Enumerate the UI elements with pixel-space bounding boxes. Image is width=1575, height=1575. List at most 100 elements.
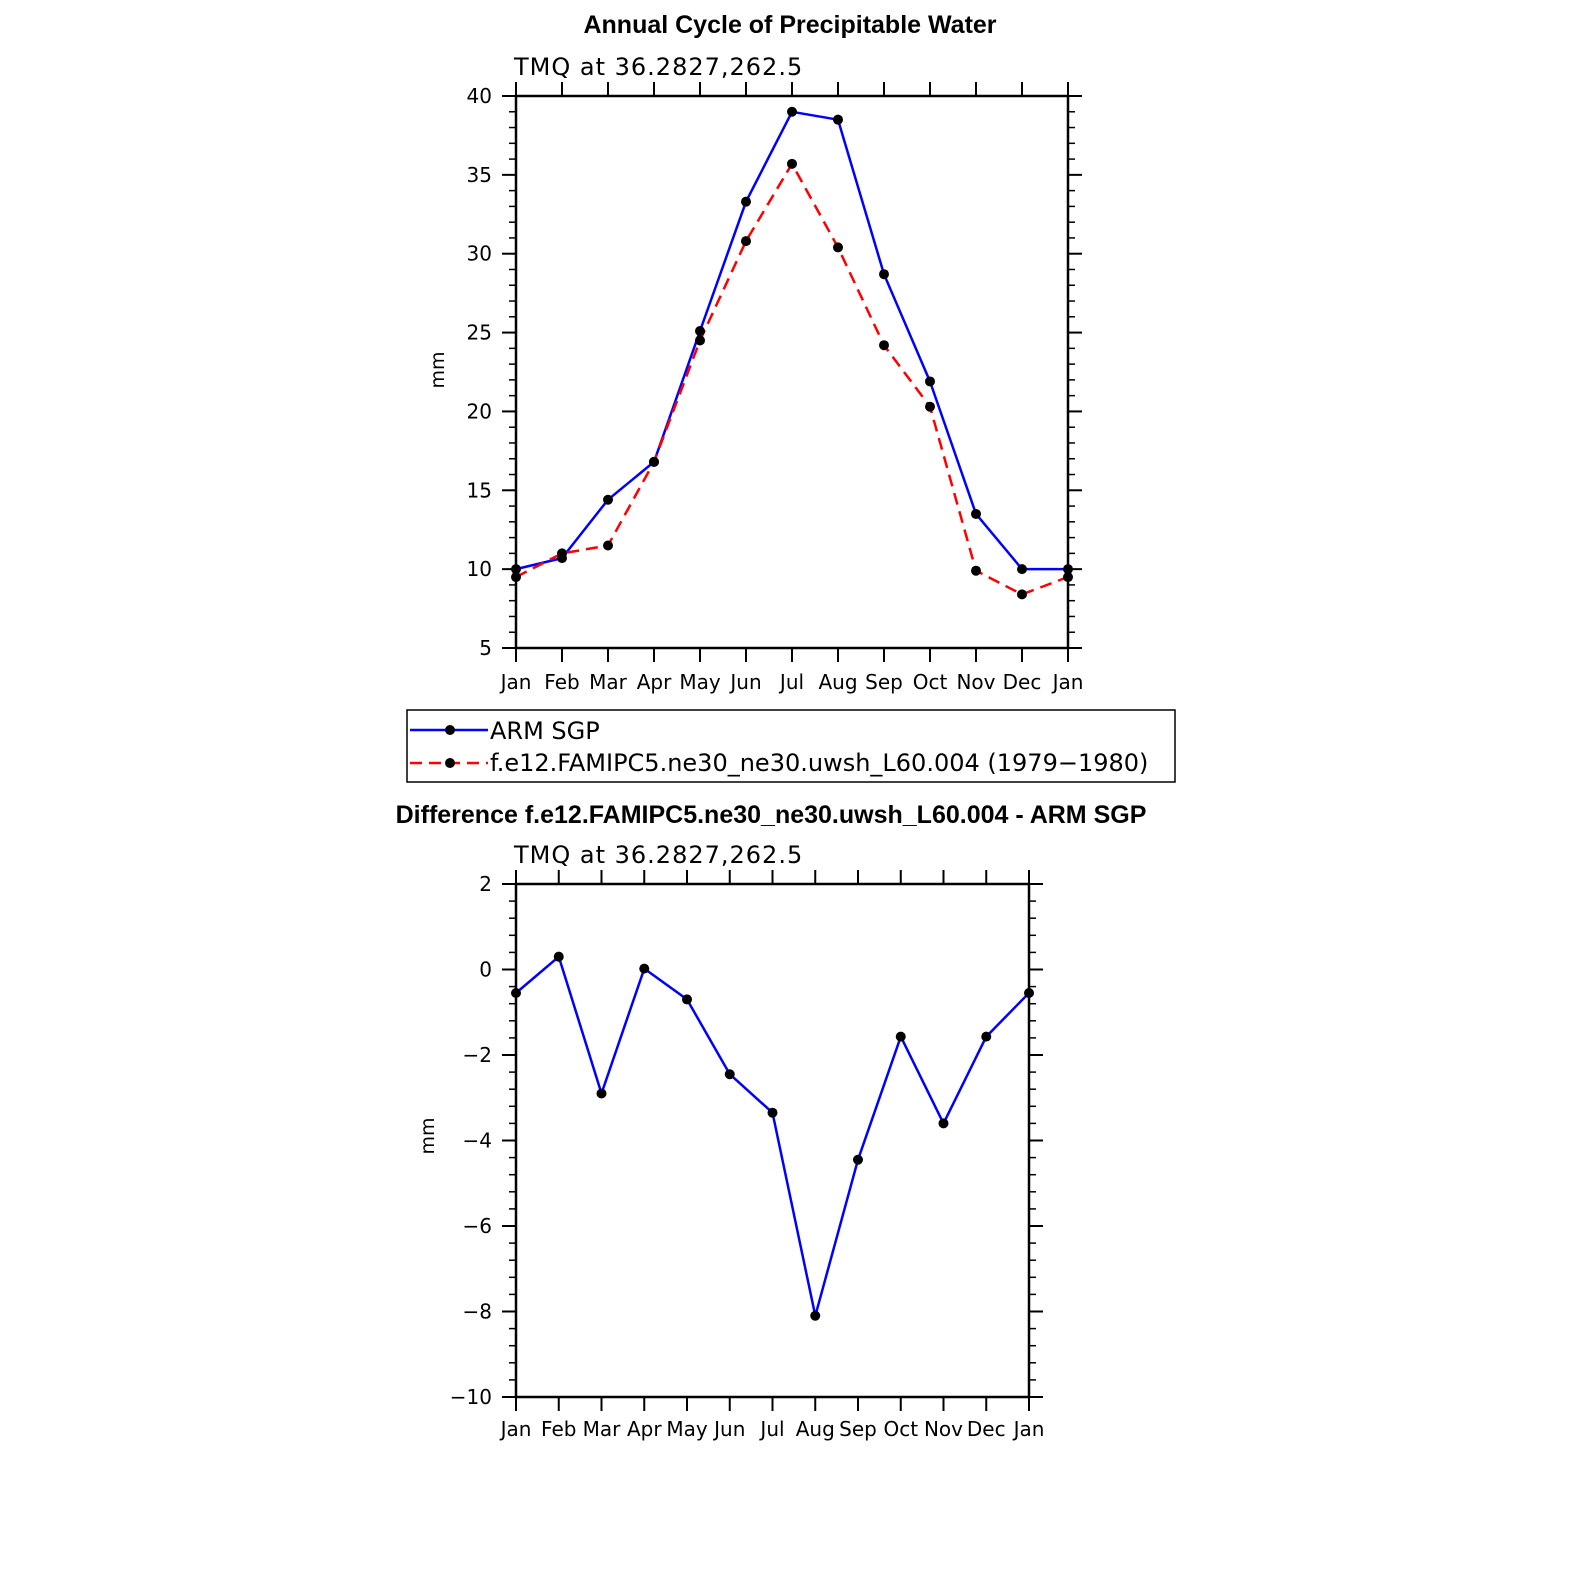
chart-subtitle: TMQ at 36.2827,262.5 [513,841,803,869]
y-tick-label: 30 [467,242,492,266]
data-point [724,1069,735,1080]
x-tick-label: Sep [839,1417,877,1441]
chart-title: Difference f.e12.FAMIPC5.ne30_ne30.uwsh_… [396,801,1147,829]
data-point [981,1031,992,1042]
x-tick-label: Dec [1003,670,1042,694]
y-tick-label: 40 [467,84,492,108]
y-tick-label: −8 [463,1300,492,1324]
series-line-f-e12-famipc5-ne30-n [515,162,1069,596]
chart-title: Annual Cycle of Precipitable Water [583,11,996,39]
plot-frame [514,94,1070,650]
data-point [1063,564,1073,575]
x-tick-label: Dec [967,1417,1006,1441]
data-point [695,325,705,336]
data-point [511,988,521,999]
legend: ARM SGP f.e12.FAMIPC5.ne30_ne30.uwsh_L60… [406,709,1176,783]
x-tick-label: May [679,670,721,694]
x-tick-label: Sep [865,670,903,694]
y-tick-label: 0 [479,958,492,982]
x-tick-label: Oct [913,670,948,694]
x-tick-label: Aug [796,1417,835,1441]
data-point [557,548,567,559]
x-tick-label: Nov [924,1417,963,1441]
data-point [741,196,751,207]
data-point [603,494,613,505]
data-point [741,236,751,247]
plot-area: −10 −8 −6 −4 −2 0 2 Jan Feb Mar Apr May Jun Jul Aug Sep… [450,870,1045,1441]
data-point [833,242,843,253]
data-point [925,376,935,387]
x-tick-label: Apr [637,670,672,694]
y-tick-label: 10 [467,557,492,581]
y-tick-label: −4 [463,1129,492,1153]
x-tick-label: Aug [818,670,857,694]
data-point [1024,988,1034,999]
x-tick-label: Oct [883,1417,918,1441]
y-tick-label: −6 [463,1214,492,1238]
data-point [682,994,692,1005]
data-point [810,1310,821,1321]
y-axis-label: mm [427,351,449,388]
data-point [925,401,935,412]
data-point [511,572,521,583]
data-point [895,1031,906,1042]
x-tick-label: Apr [627,1417,662,1441]
x-tick-label: Feb [541,1417,576,1441]
y-tick-label: 35 [467,163,492,187]
annual-cycle-chart: Annual Cycle of Precipitable Water TMQ a… [406,11,1176,783]
legend-box [406,709,1176,783]
legend-marker-model [445,758,455,768]
legend-marker-arm-sgp [445,725,455,735]
x-tick-label: Nov [956,670,995,694]
data-point [971,508,981,519]
y-tick-label: 2 [479,872,492,896]
x-tick-label: Jul [758,1417,784,1441]
x-tick-label: Jun [712,1417,745,1441]
data-point [879,340,889,351]
series-line-series-0 [515,955,1030,1318]
data-point [833,114,843,125]
data-point [767,1107,778,1118]
plot-frame [514,882,1031,1399]
x-tick-label: Jan [499,1417,532,1441]
x-tick-label: Mar [583,1417,622,1441]
plot-area: 5 10 15 20 25 30 35 40 Jan Feb Mar Apr May Jun Jul Aug S… [467,82,1084,694]
x-tick-label: Jul [778,670,804,694]
data-point [695,335,705,346]
x-tick-label: Mar [589,670,628,694]
data-point [1017,564,1027,575]
y-tick-label: 25 [467,321,492,345]
difference-chart: Difference f.e12.FAMIPC5.ne30_ne30.uwsh_… [396,801,1147,1441]
chart-subtitle: TMQ at 36.2827,262.5 [513,53,803,81]
legend-label-arm-sgp: ARM SGP [490,717,600,745]
x-tick-label: May [666,1417,708,1441]
y-tick-label: −10 [450,1385,492,1409]
x-tick-label: Jan [1012,1417,1045,1441]
data-point [596,1088,607,1099]
y-axis-label: mm [417,1117,439,1154]
data-point [879,269,889,280]
data-point [853,1154,863,1165]
x-tick-label: Jun [728,670,761,694]
data-point [1017,589,1027,600]
data-point [787,158,797,169]
legend-label-model: f.e12.FAMIPC5.ne30_ne30.uwsh_L60.004 (19… [490,749,1148,777]
data-point [938,1118,949,1129]
data-point [787,106,797,117]
data-point [511,564,521,575]
data-point [639,963,650,974]
data-point [1063,572,1073,583]
y-tick-label: 20 [467,399,492,423]
series-line-arm-sgp [515,110,1068,571]
data-point [603,540,613,551]
x-tick-label: Jan [499,670,532,694]
data-point [649,456,659,467]
y-tick-label: 5 [479,636,492,660]
y-tick-label: −2 [463,1043,492,1067]
x-tick-label: Jan [1051,670,1084,694]
y-tick-label: 15 [467,478,492,502]
data-point [553,951,564,962]
data-point [971,565,981,576]
x-tick-label: Feb [544,670,579,694]
